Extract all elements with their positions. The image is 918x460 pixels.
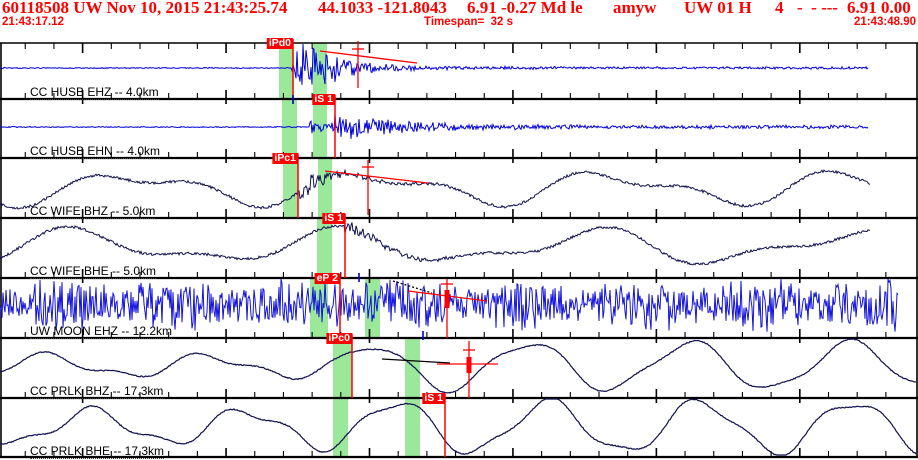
amplitude-bar: [466, 357, 472, 373]
arrival-window-band: [405, 338, 420, 398]
waveform-trace: [0, 398, 917, 456]
waveform-trace: [0, 222, 870, 266]
event-coords: 44.1033 -121.8043: [318, 0, 447, 17]
timespan-label: Timespan= 32 s: [424, 16, 513, 28]
analyst-id: amyw: [613, 0, 657, 17]
phase-pick-label[interactable]: eP 2: [314, 272, 340, 284]
waveform-trace: [0, 338, 917, 394]
channel-label-wife-bhz[interactable]: CC WIFE BHZ -- 5.0km: [30, 204, 156, 219]
arrival-window-band: [365, 278, 380, 338]
phase-pick-label[interactable]: iS 1: [322, 212, 345, 224]
arrival-window-band: [283, 158, 298, 218]
arrival-window-band: [333, 398, 348, 457]
coda-measure-line: [324, 170, 429, 184]
arrival-window-band: [317, 218, 332, 278]
arrival-window-band: [405, 398, 420, 457]
window-end-time: 21:43:48.90: [853, 16, 916, 28]
coda-measure-line: [319, 50, 418, 64]
arrival-window-band: [282, 99, 297, 158]
magnitude-2: 6.91 0.00: [847, 0, 911, 17]
coda-measure-line: [392, 280, 433, 294]
status-flags: - - ---: [797, 0, 839, 17]
waveform-trace: [0, 43, 869, 85]
channel-label-moon-ehz[interactable]: UW MOON EHZ -- 12.2km: [30, 324, 173, 339]
phase-pick-label[interactable]: iPd0: [266, 37, 293, 49]
time-axis-header: 21:43:17.12 Timespan= 32 s 21:43:48.90: [0, 16, 918, 30]
channel-label-wife-bhe[interactable]: CC WIFE BHE -- 5.0km: [30, 264, 157, 279]
window-start-time: 21:43:17.12: [2, 16, 65, 28]
channel-label-prlk-bhz[interactable]: CC PRLK BHZ -- 17.3km: [30, 384, 164, 399]
waveform-trace: [0, 168, 871, 210]
arrival-window-band: [318, 158, 332, 218]
event-magnitude: 6.91 -0.27 Md le: [467, 0, 583, 17]
channel-label-husb-ehz[interactable]: CC HUSB EHZ -- 4.0km: [30, 85, 159, 100]
station-count: 4: [775, 0, 784, 17]
event-id-time: 60118508 UW Nov 10, 2015 21:43:25.74: [2, 0, 288, 17]
arrival-window-band: [279, 43, 293, 99]
phase-pick-label[interactable]: iPc0: [326, 332, 352, 344]
network-code: UW 01 H: [684, 0, 752, 17]
channel-label-prlk-bhe[interactable]: CC PRLK BHE -- 17.3km: [30, 444, 165, 459]
channel-label-husb-ehn[interactable]: CC HUSB EHN -- 4.0km: [30, 144, 161, 159]
phase-pick-label[interactable]: iS 1: [312, 93, 335, 105]
waveform-trace: [0, 114, 869, 139]
phase-pick-label[interactable]: iPc1: [272, 152, 298, 164]
amplitude-bar: [444, 290, 450, 308]
event-header: 60118508 UW Nov 10, 2015 21:43:25.74 44.…: [0, 0, 918, 17]
phase-pick-label[interactable]: iS 1: [422, 392, 445, 404]
coda-measure-line: [381, 358, 451, 364]
